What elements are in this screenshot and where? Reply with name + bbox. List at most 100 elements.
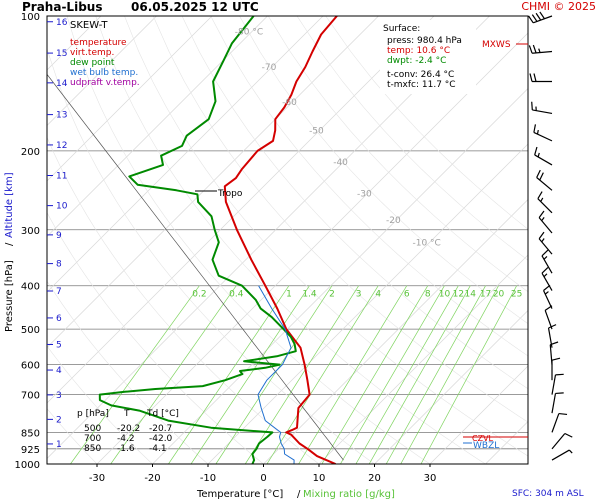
mixing-ratio-line [190,285,310,464]
table-cell-t: -4.2 [117,434,135,444]
dry-adiabat-line [47,408,98,464]
pressure-tick-label: 600 [21,361,40,372]
mixing-ratio-label: 17 [480,290,491,300]
dewpoint-line [98,16,297,464]
dry-adiabat-line [124,16,528,457]
sounding-series [98,16,338,464]
temperature-line [223,16,338,464]
altitude-tick-label: 13 [56,111,67,121]
wind-barb [528,44,553,54]
wind-barb [543,284,553,309]
mixing-ratio-label: 10 [439,290,451,300]
mixing-ratio-label: 20 [493,290,505,300]
temperature-tick-label: 20 [368,473,381,484]
mixing-ratio-label: 3 [356,290,362,300]
isotherm-label: -30 [357,190,372,200]
pressure-tick-label: 1000 [15,460,40,471]
mixing-ratio-label: 6 [404,290,410,300]
table-cell-td: -20.7 [149,424,172,434]
dry-adiabat-line [325,16,528,230]
isotherm-line [47,16,213,182]
wind-barb [528,11,553,24]
legend-temperature: temperature [70,38,127,48]
altitude-tick-label: 5 [56,340,62,350]
mixing-ratio-line [244,285,359,464]
surface-dwpt: dwpt: -2.4 °C [387,56,446,66]
altitude-tick-label: 16 [56,18,68,28]
altitude-tick-label: 12 [56,141,67,151]
axis-titles: Temperature [°C] / Mixing ratio [g/kg] P… [4,172,395,500]
surface-temp: temp: 10.6 °C [387,46,450,56]
plot-frame [46,15,529,465]
dry-adiabat-line [181,16,528,390]
isotherm-label: -80 °C [235,28,263,38]
mixing-ratio-line [70,285,200,464]
table-cell-td: -42.0 [149,434,173,444]
mixing-ratio-label: 0.4 [229,290,244,300]
y-axis-separator: / [4,242,15,246]
table-cell-td: -4.1 [149,444,167,454]
wind-barb [537,191,553,214]
temperature-tick-label: 10 [313,473,326,484]
y-axis-title-2: Altitude [km] [4,172,15,238]
altitude-tick-label: 8 [56,260,62,270]
mixing-ratio-label: 8 [425,290,431,300]
pressure-tick-label: 850 [21,428,40,439]
czvl-label: CZVL [472,434,494,443]
table-cell-t: -20.2 [117,424,140,434]
temperature-tick-label: -10 [200,473,216,484]
mixing-ratio-label: 1.4 [302,290,317,300]
dry-adiabat-line [47,211,264,464]
pressure-tick-label: 500 [21,325,40,336]
mixing-ratio-line [266,285,379,464]
table-cell-t: -1.6 [117,444,135,454]
table-cell-p: 500 [84,424,101,434]
wind-barb [541,249,553,274]
altitude-tick-label: 11 [56,171,67,181]
legend-updraft: udpraft v.temp. [70,78,140,88]
pressure-tick-label: 300 [21,226,40,237]
level-table: p [hPa] T Td [°C] 500 -20.2 -20.7 700 -4… [77,409,179,454]
mixing-ratio-line [298,285,408,464]
pressure-tick-label: 400 [21,282,40,293]
mixing-ratio-line [110,285,237,464]
wind-barb [544,305,553,330]
surface-press: press: 980.4 hPa [387,36,462,46]
mixing-ratio-label: 0.2 [192,290,206,300]
mixing-ratio-line [368,285,471,464]
table-header-p: p [hPa] [77,409,109,419]
isotherm-line [263,199,528,464]
isotherm-line [47,16,435,404]
mixing-ratio-label: 14 [465,290,477,300]
surface-info: Surface: press: 980.4 hPa temp: 10.6 °C … [380,20,476,94]
surface-tconv: t-conv: 26.4 °C [387,70,454,80]
background-grid [47,16,528,464]
mixing-ratio-label: 12 [453,290,464,300]
isotherm-line [207,143,528,464]
isotherm-line [152,88,528,464]
x-axis-title-2: Mixing ratio [g/kg] [303,489,395,500]
wind-barbs [528,11,573,461]
altitude-tick-label: 7 [56,287,62,297]
altitude-tick-label: 3 [56,391,62,401]
wind-barb [551,392,564,414]
wind-barb [551,449,573,461]
mixing-ratio-label: 2 [329,290,335,300]
altitude-tick-label: 1 [56,440,62,450]
mixing-ratio-label: 4 [375,290,381,300]
legend-wet-bulb: wet bulb temp. [70,68,138,78]
dry-adiabat-line [47,136,320,464]
sfc-label: SFC: 304 m ASL [512,489,584,499]
altitude-tick-label: 14 [56,79,68,89]
dry-adiabat-line [47,280,209,464]
dry-adiabat-line [239,16,528,325]
y-axis-title: Pressure [hPa] [4,260,15,332]
wind-barb [551,373,564,395]
mixing-ratio-line [340,285,445,464]
wind-barb [551,412,568,433]
table-cell-p: 850 [84,444,101,454]
isotherm-line [374,310,528,464]
isotherm-line [47,16,379,348]
datetime-title: 06.05.2025 12 UTC [131,0,259,14]
legend-title: SKEW-T [70,20,108,31]
